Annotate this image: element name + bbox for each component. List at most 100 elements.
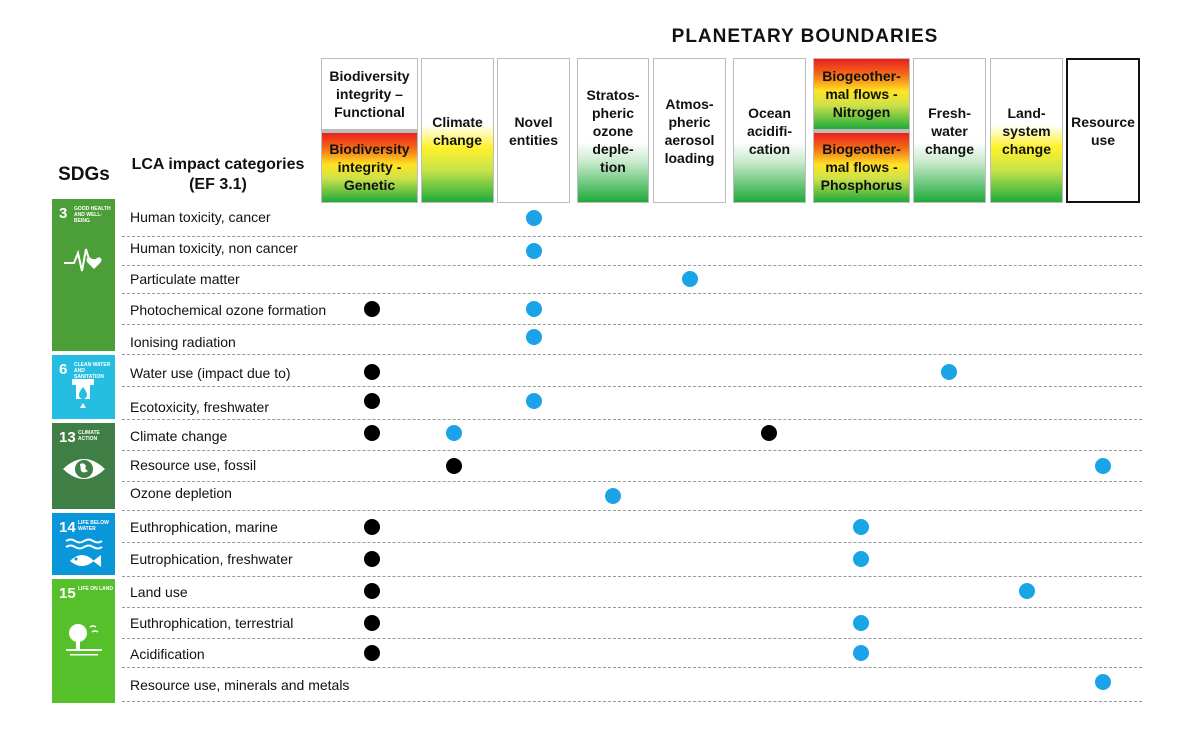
row-divider	[122, 293, 1142, 294]
row-label: Particulate matter	[130, 271, 240, 287]
column-label-biodiversity-genetic: Biodiversity integrity - Genetic	[322, 132, 417, 202]
sdg-text: GOOD HEALTH AND WELL-BEING	[74, 206, 111, 224]
lca-title-line2: (EF 3.1)	[189, 176, 247, 193]
row-label: Eutrophication, freshwater	[130, 551, 293, 567]
column-label: Atmos-pheric aerosol loading	[664, 95, 715, 166]
sdg-number: 15	[59, 585, 76, 602]
sdg-text: CLEAN WATER AND SANITATION	[74, 362, 111, 380]
dot-biodiv-black	[364, 393, 380, 409]
column-biogeochemical-flows: Biogeother-mal flows - Nitrogen Biogeoth…	[813, 58, 910, 203]
dot-aerosol-blue	[682, 271, 698, 287]
dot-climate-blue	[446, 425, 462, 441]
dot-biodiv-black	[364, 364, 380, 380]
row-divider	[122, 701, 1142, 702]
column-novel-entities: Novel entities	[497, 58, 570, 203]
row-label: Human toxicity, non cancer	[130, 240, 298, 256]
row-divider	[122, 386, 1142, 387]
row-label: Ozone depletion	[130, 485, 232, 501]
column-label: Stratos-pheric ozone deple-tion	[586, 86, 640, 175]
row-divider	[122, 607, 1142, 608]
column-biodiversity-integrity: Biodiversity integrity – Functional Biod…	[321, 58, 418, 203]
sdg-14-tile: 14 LIFE BELOW WATER	[52, 513, 115, 575]
lca-title: LCA impact categories (EF 3.1)	[128, 155, 308, 195]
dot-resource-blue	[1095, 458, 1111, 474]
sdgs-title: SDGs	[58, 164, 110, 185]
row-label: Acidification	[130, 646, 205, 662]
column-climate-change: Climate change	[421, 58, 494, 203]
row-divider	[122, 324, 1142, 325]
row-label: Climate change	[130, 428, 228, 444]
row-divider	[122, 450, 1142, 451]
dot-novel-blue	[526, 210, 542, 226]
dot-ozone-blue	[605, 488, 621, 504]
column-label: Fresh-water change	[924, 104, 974, 157]
row-label: Resource use, fossil	[130, 457, 257, 473]
dot-novel-blue	[526, 329, 542, 345]
sdg-text: LIFE ON LAND	[78, 586, 113, 592]
dot-biodiv-black	[364, 615, 380, 631]
row-label: Ionising radiation	[130, 334, 236, 350]
planetary-boundaries-title: PLANETARY BOUNDARIES	[671, 26, 939, 47]
row-divider	[122, 667, 1142, 668]
row-divider	[122, 576, 1142, 577]
row-divider	[122, 419, 1142, 420]
row-label: Land use	[130, 584, 188, 600]
dot-bgc-blue	[853, 645, 869, 661]
dot-acid-black	[761, 425, 777, 441]
sdg-13-tile: 13 CLIMATE ACTION	[52, 423, 115, 509]
column-label: Ocean acidifi-cation	[746, 104, 793, 157]
sdg-15-tile: 15 LIFE ON LAND	[52, 579, 115, 703]
dot-novel-blue	[526, 301, 542, 317]
eye-globe-icon	[63, 459, 105, 479]
column-stratospheric-ozone: Stratos-pheric ozone deple-tion	[577, 58, 649, 203]
row-divider	[122, 638, 1142, 639]
row-divider	[122, 481, 1142, 482]
heartbeat-icon	[64, 248, 102, 272]
dot-water-blue	[941, 364, 957, 380]
dot-biodiv-black	[364, 645, 380, 661]
sdg-6-tile: 6 CLEAN WATER AND SANITATION	[52, 355, 115, 419]
row-divider	[122, 510, 1142, 511]
column-ocean-acidification: Ocean acidifi-cation	[733, 58, 806, 203]
dot-biodiv-black	[364, 425, 380, 441]
sdg-text: LIFE BELOW WATER	[78, 520, 109, 532]
sdg-3-tile: 3 GOOD HEALTH AND WELL-BEING	[52, 199, 115, 351]
dot-biodiv-black	[364, 583, 380, 599]
column-label: Novel entities	[508, 113, 558, 148]
dot-resource-blue	[1095, 674, 1111, 690]
column-resource-use: Resource use	[1066, 58, 1140, 203]
water-drop-icon	[72, 379, 94, 408]
column-label-biodiversity-functional: Biodiversity integrity – Functional	[322, 59, 417, 129]
sdg-number: 6	[59, 361, 68, 378]
row-divider	[122, 354, 1142, 355]
row-label: Water use (impact due to)	[130, 365, 291, 381]
row-divider	[122, 265, 1142, 266]
dot-land-blue	[1019, 583, 1035, 599]
column-label: Resource use	[1071, 113, 1135, 148]
column-aerosol-loading: Atmos-pheric aerosol loading	[653, 58, 726, 203]
tree-icon	[66, 624, 102, 656]
fish-icon	[65, 538, 103, 567]
column-freshwater-change: Fresh-water change	[913, 58, 986, 203]
row-label: Human toxicity, cancer	[130, 209, 271, 225]
dot-bgc-blue	[853, 615, 869, 631]
dot-novel-blue	[526, 243, 542, 259]
dot-climate-black	[446, 458, 462, 474]
row-label: Euthrophication, terrestrial	[130, 615, 294, 631]
row-label: Photochemical ozone formation	[130, 302, 327, 318]
lca-title-line1: LCA impact categories	[131, 156, 305, 173]
dot-bgc-blue	[853, 519, 869, 535]
sdg-text: CLIMATE ACTION	[78, 430, 100, 442]
row-label: Resource use, minerals and metals	[130, 677, 350, 693]
column-land-system-change: Land-system change	[990, 58, 1063, 203]
dot-bgc-blue	[853, 551, 869, 567]
sdg-number: 14	[59, 519, 76, 536]
column-label: Climate change	[432, 113, 483, 148]
column-label: Land-system change	[1001, 104, 1051, 157]
dot-biodiv-black	[364, 519, 380, 535]
sdg-number: 3	[59, 205, 68, 222]
dot-biodiv-black	[364, 551, 380, 567]
row-divider	[122, 542, 1142, 543]
sdg-number: 13	[59, 429, 76, 446]
column-label-phosphorus: Biogeother-mal flows - Phosphorus	[814, 132, 909, 202]
